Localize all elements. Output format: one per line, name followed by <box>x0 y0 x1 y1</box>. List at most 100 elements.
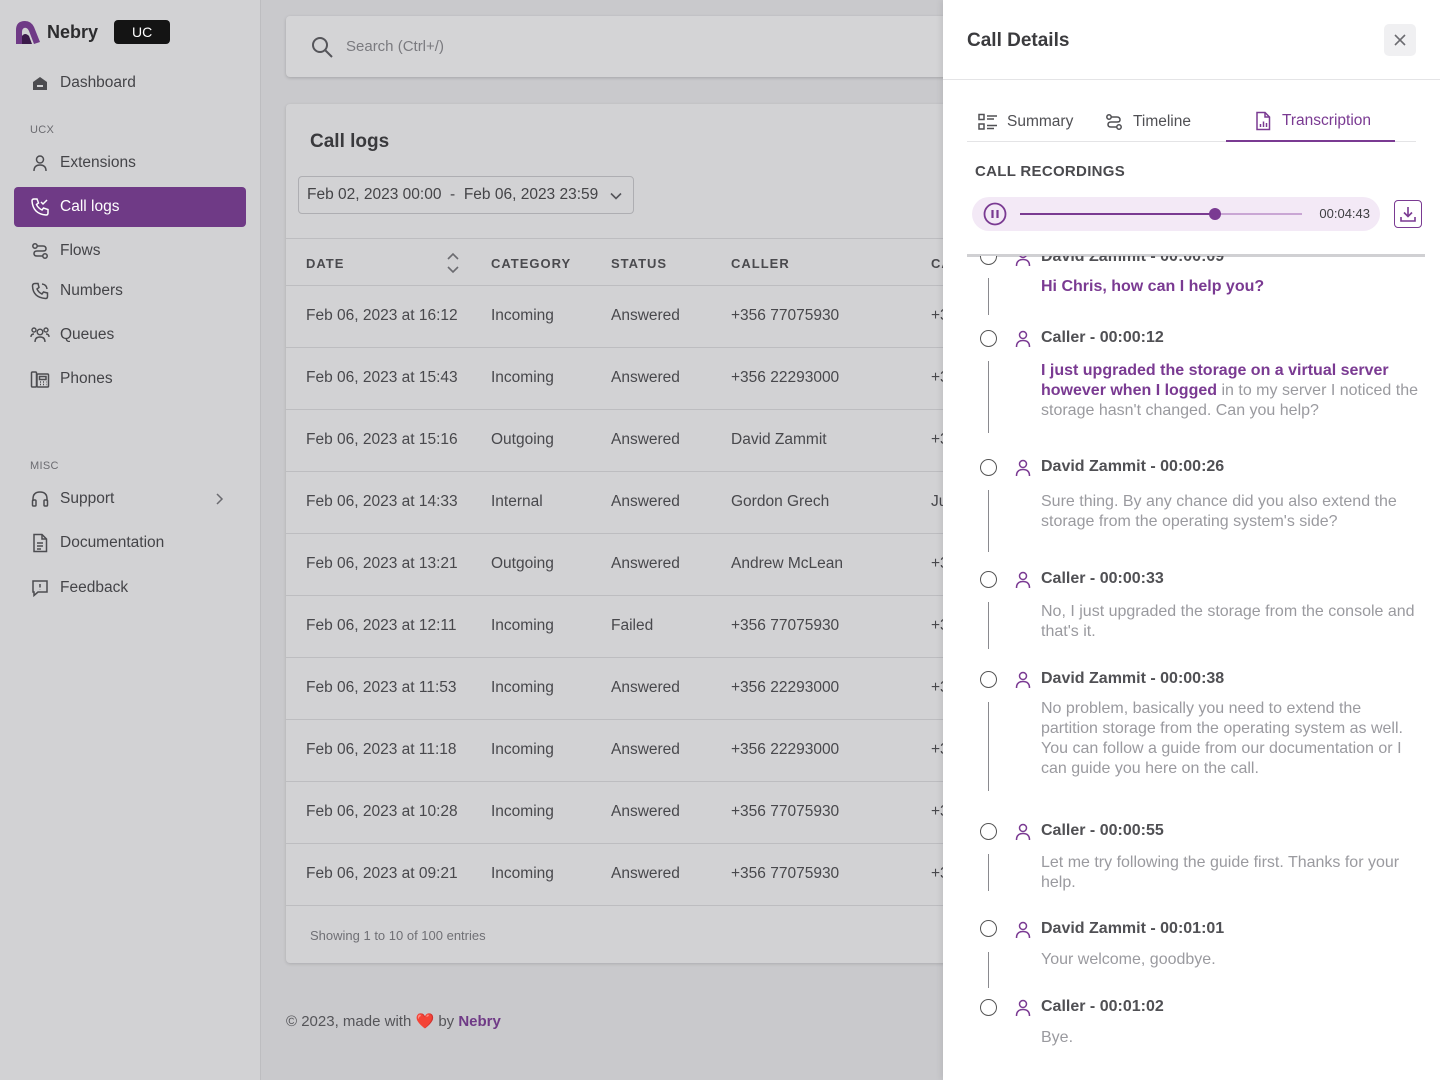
headset-icon <box>30 489 50 509</box>
tab-label: Transcription <box>1282 112 1372 129</box>
cell-status: Answered <box>611 431 680 448</box>
seek-bar-progress <box>1020 213 1215 215</box>
table-row[interactable]: Feb 06, 2023 at 14:33 Internal Answered … <box>286 472 986 534</box>
cell-status: Answered <box>611 741 680 758</box>
sidebar-item-label: Phones <box>60 370 113 387</box>
user-icon <box>1015 256 1031 267</box>
timeline-line <box>988 702 989 791</box>
cell-caller: +356 77075930 <box>731 865 840 882</box>
brand-badge: UC <box>114 20 171 44</box>
cell-category: Incoming <box>491 741 554 758</box>
table-header: DATE CATEGORY STATUS CALLER CA <box>286 238 986 286</box>
sidebar-item-numbers[interactable]: Numbers <box>14 271 246 311</box>
user-icon <box>1015 823 1031 841</box>
footer-by: by <box>438 1013 455 1030</box>
table-row[interactable]: Feb 06, 2023 at 11:18 Incoming Answered … <box>286 720 986 782</box>
panel-tabs: Summary Timeline Transcription <box>967 102 1416 142</box>
nav-section-misc: MISC <box>30 460 59 472</box>
speaker-name: David Zammit <box>1041 458 1146 475</box>
user-icon <box>30 153 50 173</box>
search-icon <box>312 36 333 58</box>
transcript-entry-header: David Zammit - 00:00:38 <box>1041 670 1225 687</box>
table-row[interactable]: Feb 06, 2023 at 12:11 Incoming Failed +3… <box>286 596 986 658</box>
sidebar-item-flows[interactable]: Flows <box>14 231 246 271</box>
cell-caller: Andrew McLean <box>731 555 844 572</box>
cell-date: Feb 06, 2023 at 16:12 <box>306 307 458 324</box>
table-row[interactable]: Feb 06, 2023 at 15:43 Incoming Answered … <box>286 348 986 410</box>
user-icon <box>1015 571 1031 589</box>
audio-player: 00:04:43 <box>972 197 1380 231</box>
column-header-date[interactable]: DATE <box>306 256 345 271</box>
footer: © 2023, made with ❤️ by Nebry <box>286 1012 501 1030</box>
brand[interactable]: Nebry UC <box>14 17 171 47</box>
transcript-list: David Zammit - 00:00:09 Hi Chris, how ca… <box>943 256 1440 1080</box>
transcript-text: Let me try following the guide first. Th… <box>1041 854 1400 891</box>
timeline-line <box>988 602 989 649</box>
brand-name: Nebry <box>47 21 99 42</box>
page-title: Call logs <box>310 131 390 152</box>
call-details-panel: Call Details Summary Timeline Transcript… <box>943 0 1440 1080</box>
date-range-picker[interactable]: Feb 02, 2023 00:00 - Feb 06, 2023 23:59 <box>298 176 634 214</box>
home-icon <box>30 73 50 93</box>
table-row[interactable]: Feb 06, 2023 at 10:28 Incoming Answered … <box>286 782 986 844</box>
sidebar-item-documentation[interactable]: Documentation <box>14 523 246 563</box>
sidebar-item-feedback[interactable]: Feedback <box>14 568 246 608</box>
sidebar-item-support[interactable]: Support <box>14 479 246 519</box>
speaker-name: David Zammit <box>1041 670 1146 687</box>
column-header-category[interactable]: CATEGORY <box>491 256 572 271</box>
cell-caller: Gordon Grech <box>731 493 830 510</box>
cell-date: Feb 06, 2023 at 15:43 <box>306 369 458 386</box>
tab-transcription[interactable]: Transcription <box>1226 102 1395 142</box>
table-row[interactable]: Feb 06, 2023 at 13:21 Outgoing Answered … <box>286 534 986 596</box>
search-input[interactable]: Search (Ctrl+/) <box>346 38 444 55</box>
search-bar[interactable]: Search (Ctrl+/) <box>286 16 986 77</box>
column-header-caller[interactable]: CALLER <box>731 256 790 271</box>
seek-thumb[interactable] <box>1208 208 1221 220</box>
table-row[interactable]: Feb 06, 2023 at 16:12 Incoming Answered … <box>286 286 986 348</box>
sidebar-item-extensions[interactable]: Extensions <box>14 143 246 183</box>
sidebar-item-phones[interactable]: Phones <box>14 359 246 399</box>
close-button[interactable] <box>1384 24 1416 56</box>
footer-link[interactable]: Nebry <box>458 1013 501 1030</box>
sidebar-item-call-logs[interactable]: Call logs <box>14 187 246 227</box>
transcript-text: Sure thing. By any chance did you also e… <box>1041 493 1397 530</box>
scroll-shadow <box>967 254 1425 257</box>
cell-date: Feb 06, 2023 at 14:33 <box>306 493 458 510</box>
cell-date: Feb 06, 2023 at 11:18 <box>306 741 457 758</box>
column-header-status[interactable]: STATUS <box>611 256 668 271</box>
timeline-dot <box>980 920 997 937</box>
sidebar-item-queues[interactable]: Queues <box>14 315 246 355</box>
cell-date: Feb 06, 2023 at 15:16 <box>306 431 458 448</box>
pause-icon[interactable] <box>983 202 1007 226</box>
cell-category: Incoming <box>491 865 554 882</box>
speaker-name: Caller <box>1041 822 1086 839</box>
table-row[interactable]: Feb 06, 2023 at 11:53 Incoming Answered … <box>286 658 986 720</box>
sidebar-item-label: Dashboard <box>60 74 136 91</box>
sidebar-item-label: Extensions <box>60 154 136 171</box>
speaker-name: Caller <box>1041 329 1086 346</box>
table-row[interactable]: Feb 06, 2023 at 09:21 Incoming Answered … <box>286 844 986 906</box>
tab-summary[interactable]: Summary <box>977 102 1073 142</box>
tab-timeline[interactable]: Timeline <box>1103 102 1191 142</box>
feedback-icon <box>30 578 50 598</box>
sidebar-item-dashboard[interactable]: Dashboard <box>14 63 246 103</box>
speaker-time: 00:00:12 <box>1099 329 1164 346</box>
cell-date: Feb 06, 2023 at 11:53 <box>306 679 457 696</box>
desk-phone-icon <box>30 369 50 389</box>
sidebar-item-label: Numbers <box>60 282 123 299</box>
download-button[interactable] <box>1394 200 1422 228</box>
transcript-entry-header: David Zammit - 00:00:09 <box>1041 256 1224 266</box>
cell-category: Outgoing <box>491 431 554 448</box>
user-icon <box>1015 999 1031 1017</box>
table-row[interactable]: Feb 06, 2023 at 15:16 Outgoing Answered … <box>286 410 986 472</box>
sort-icon[interactable] <box>446 251 460 275</box>
flow-icon <box>30 241 50 261</box>
transcript-text: No problem, basically you need to extend… <box>1041 700 1403 777</box>
user-icon <box>1015 459 1031 477</box>
cell-caller: +356 77075930 <box>731 617 840 634</box>
sidebar-item-label: Feedback <box>60 579 129 596</box>
transcript-entry-header: David Zammit - 00:01:01 <box>1041 920 1225 937</box>
sidebar-item-label: Documentation <box>60 534 165 551</box>
timeline-dot <box>980 459 997 476</box>
seek-bar[interactable] <box>1020 208 1302 220</box>
